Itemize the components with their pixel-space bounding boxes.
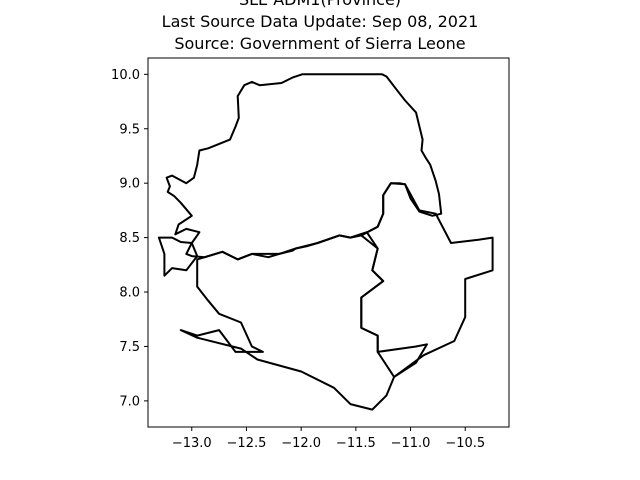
province-western-area: [157, 236, 199, 277]
y-tick-label: 10.0: [111, 68, 140, 83]
x-tick-label: −12.5: [227, 436, 267, 451]
x-tick-label: −12.0: [281, 436, 321, 451]
y-tick-label: 8.5: [119, 231, 140, 246]
province-southern: [179, 231, 428, 411]
x-tick-label: −11.0: [391, 436, 431, 451]
y-tick-label: 9.0: [119, 177, 140, 192]
y-tick-label: 8.0: [119, 286, 140, 301]
axes-frame: [147, 57, 510, 428]
map-subtitle-source: Source: Government of Sierra Leone: [174, 34, 466, 53]
province-eastern: [360, 182, 494, 378]
y-tick-label: 7.5: [119, 340, 140, 355]
x-tick-label: −11.5: [336, 436, 376, 451]
map-subtitle-update-date: Last Source Data Update: Sep 08, 2021: [161, 12, 479, 31]
x-tick-label: −13.0: [172, 436, 212, 451]
y-axis: 7.0 7.5 8.0 8.5 9.0 9.5 10.0: [111, 68, 148, 409]
province-northern: [165, 73, 443, 261]
x-tick-label: −10.5: [445, 436, 485, 451]
x-axis: −13.0 −12.5 −12.0 −11.5 −11.0 −10.5: [172, 427, 485, 451]
province-boundaries: [157, 73, 494, 411]
map-title: SLE ADM1(Province): [0, 0, 640, 10]
y-tick-label: 9.5: [119, 122, 140, 137]
y-tick-label: 7.0: [119, 394, 140, 409]
